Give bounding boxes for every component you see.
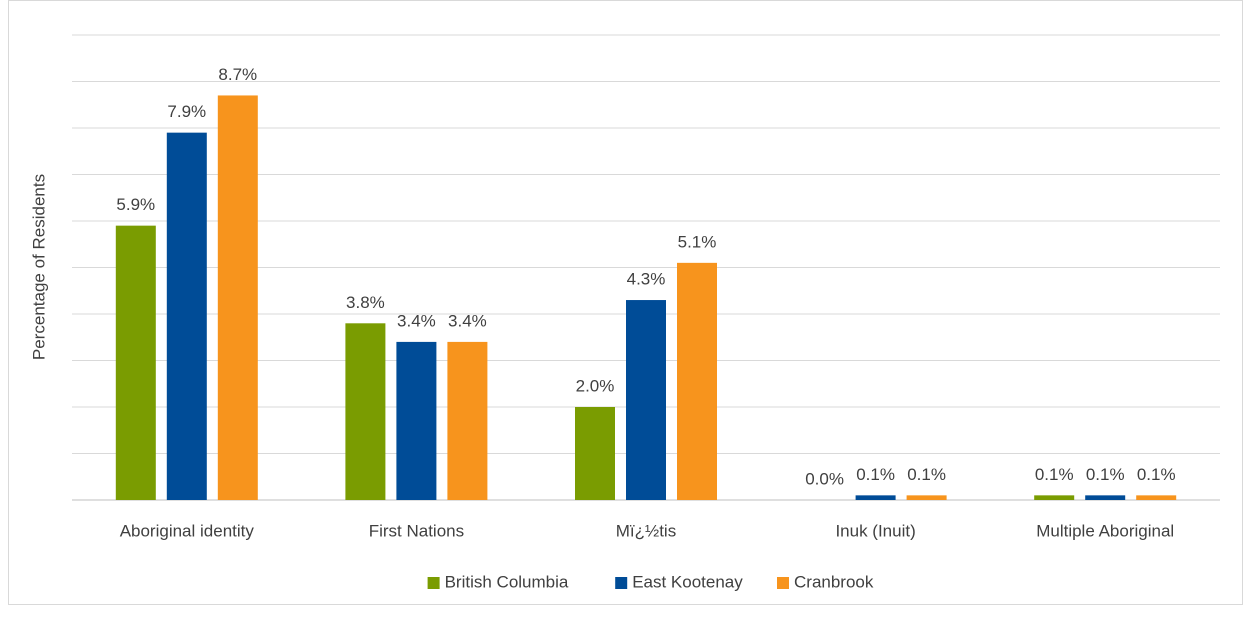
- x-tick-label: Mï¿½tis: [616, 521, 676, 540]
- bar: [217, 95, 258, 500]
- bar: [1136, 495, 1177, 500]
- data-label: 5.9%: [116, 195, 155, 214]
- data-label: 0.1%: [1086, 465, 1125, 484]
- data-label: 0.1%: [1035, 465, 1074, 484]
- data-label: 0.0%: [805, 469, 844, 488]
- data-label: 4.3%: [627, 270, 666, 289]
- bar: [115, 225, 156, 500]
- legend-label: Cranbrook: [794, 572, 874, 591]
- x-tick-label: First Nations: [369, 521, 464, 540]
- data-label: 0.1%: [1137, 465, 1176, 484]
- bar: [626, 300, 666, 500]
- data-label: 5.1%: [678, 232, 717, 251]
- bar: [345, 323, 386, 500]
- bar: [575, 407, 615, 500]
- bar: [166, 132, 207, 500]
- legend-swatch: [615, 577, 628, 589]
- data-label: 2.0%: [576, 376, 615, 395]
- bar: [1034, 495, 1075, 500]
- bar: [447, 341, 488, 500]
- bar: [855, 495, 896, 500]
- data-label: 3.8%: [346, 293, 385, 312]
- data-label: 7.9%: [167, 102, 206, 121]
- legend-label: British Columbia: [445, 572, 569, 591]
- y-axis-label: Percentage of Residents: [29, 174, 48, 360]
- data-label: 3.4%: [397, 311, 436, 330]
- x-tick-label: Aboriginal identity: [120, 521, 255, 540]
- data-label: 8.7%: [218, 65, 257, 84]
- bar: [677, 262, 717, 500]
- x-tick-label: Inuk (Inuit): [835, 521, 915, 540]
- x-tick-label: Multiple Aboriginal: [1036, 521, 1174, 540]
- data-label: 0.1%: [856, 465, 895, 484]
- chart-frame: [8, 0, 1243, 605]
- legend-swatch: [427, 577, 440, 589]
- legend-label: East Kootenay: [632, 572, 743, 591]
- bar: [906, 495, 947, 500]
- bar: [396, 341, 437, 500]
- data-label: 3.4%: [448, 311, 487, 330]
- bar: [1085, 495, 1126, 500]
- legend-swatch: [777, 577, 789, 589]
- data-label: 0.1%: [907, 465, 946, 484]
